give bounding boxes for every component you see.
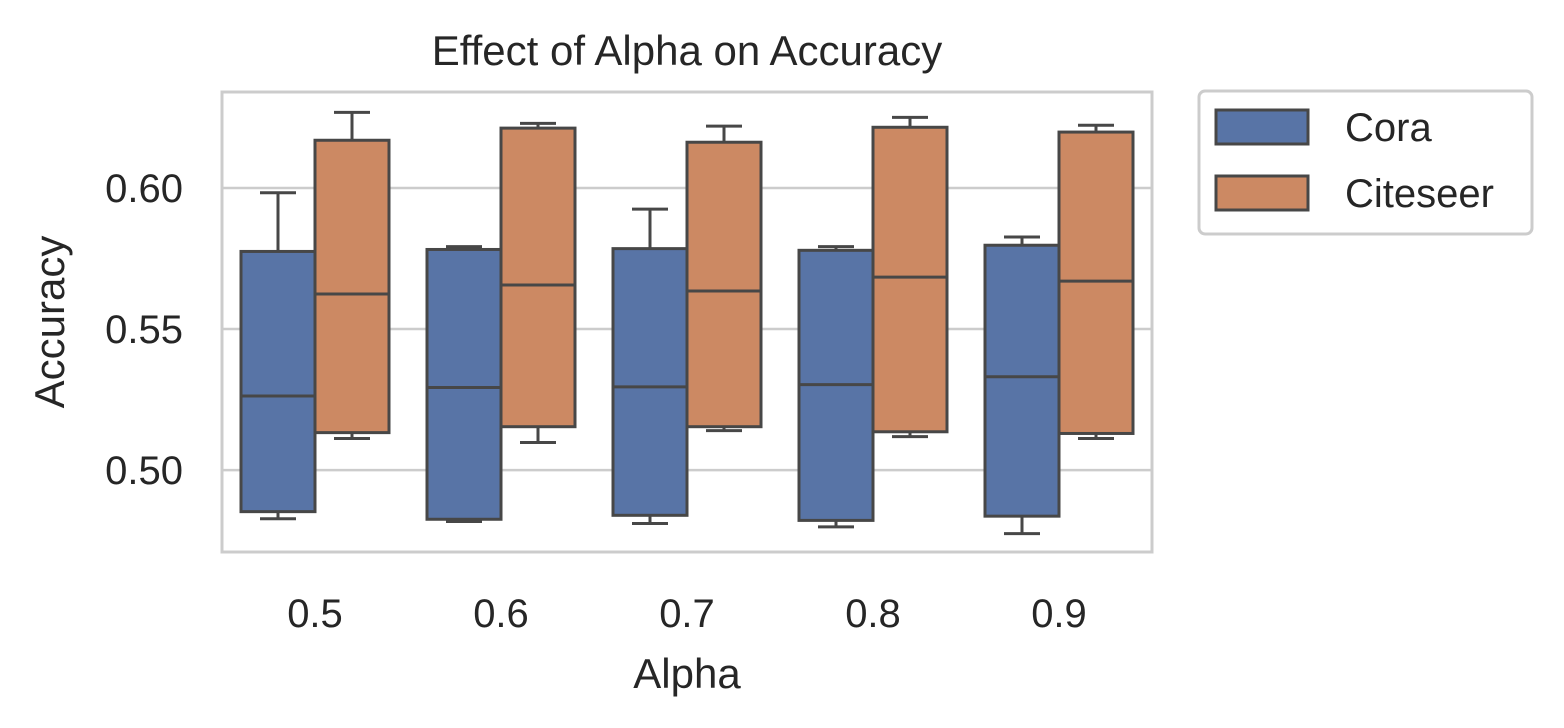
legend-label-cora: Cora — [1345, 106, 1432, 150]
iqr-box — [611, 247, 689, 517]
legend: Cora Citeseer — [1197, 89, 1534, 236]
legend-swatch-citeseer — [1214, 174, 1310, 212]
legend-swatch-cora — [1214, 108, 1310, 146]
x-tick-label: 0.7 — [659, 592, 715, 636]
legend-label-citeseer: Citeseer — [1345, 172, 1494, 216]
box-plot-series — [239, 110, 1135, 536]
x-tick-labels: 0.5 0.6 0.7 0.8 0.9 — [287, 592, 1087, 636]
iqr-box — [1057, 130, 1135, 435]
box-citeseer — [313, 110, 391, 441]
y-tick-labels: 0.50 0.55 0.60 — [105, 167, 183, 493]
box-cora — [611, 207, 689, 525]
y-tick-label: 0.60 — [105, 167, 183, 211]
y-tick-label: 0.55 — [105, 308, 183, 352]
box-cora — [983, 235, 1061, 536]
box-cora — [239, 191, 317, 521]
chart-title: Effect of Alpha on Accuracy — [432, 27, 943, 74]
box-citeseer — [871, 115, 949, 439]
y-tick-label: 0.50 — [105, 449, 183, 493]
iqr-box — [871, 125, 949, 434]
box-cora — [797, 245, 875, 529]
box-citeseer — [499, 121, 577, 445]
iqr-box — [983, 243, 1061, 518]
plot-area-frame — [220, 90, 1154, 554]
box-citeseer — [685, 124, 763, 433]
iqr-box — [425, 247, 503, 521]
iqr-box — [685, 140, 763, 429]
x-tick-label: 0.5 — [287, 592, 343, 636]
iqr-box — [313, 138, 391, 435]
iqr-box — [499, 126, 577, 429]
x-tick-label: 0.8 — [845, 592, 901, 636]
x-axis-label: Alpha — [633, 650, 741, 697]
iqr-box — [239, 249, 317, 514]
box-citeseer — [1057, 123, 1135, 441]
x-tick-label: 0.9 — [1031, 592, 1087, 636]
x-tick-label: 0.6 — [473, 592, 529, 636]
box-cora — [425, 245, 503, 524]
y-axis-label: Accuracy — [26, 236, 73, 409]
